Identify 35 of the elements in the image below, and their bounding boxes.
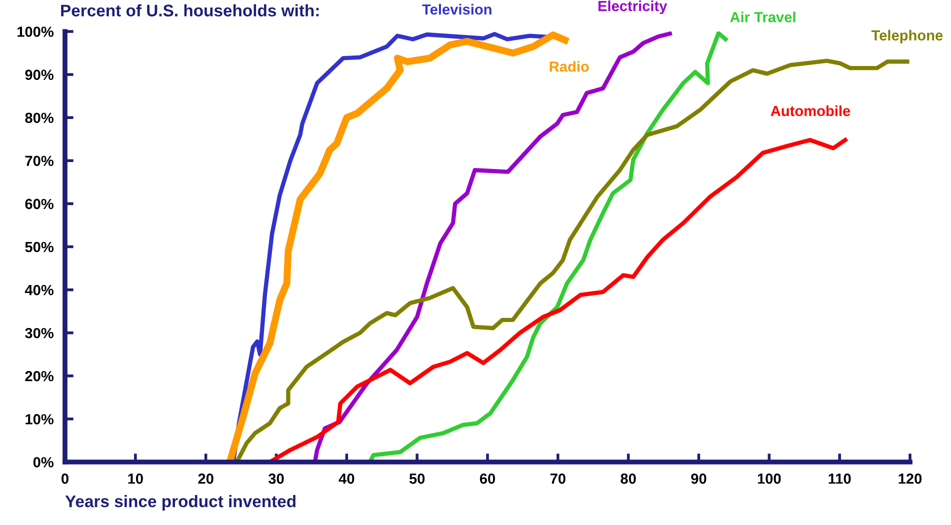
x-tick-label: 10 [128,473,143,484]
series-label: Television [422,4,492,15]
x-tick-label: 110 [828,473,851,484]
y-tick-label: 50% [25,242,54,252]
y-tick-label: 90% [25,70,54,80]
y-tick-label: 100% [18,26,54,37]
x-tick-label: 70 [550,473,566,484]
x-tick-label: 0 [62,473,68,484]
y-tick-label: 40% [24,284,54,296]
x-tick-label: 80 [620,473,636,484]
y-tick-label: 60% [25,198,54,210]
x-tick-label: 50 [409,473,425,484]
series-label: Radio [550,61,589,72]
x-tick-label: 100 [758,473,781,484]
x-tick-label: 90 [691,473,706,484]
line-series [368,32,728,462]
y-tick-label: 10% [26,414,54,424]
x-tick-label: 20 [198,473,214,484]
x-tick-label: 120 [898,473,922,484]
chart-title: Percent of U.S. households with: [61,4,319,16]
line-series [312,32,672,462]
series-label: Air Travel [730,12,796,22]
series-label: Electricity [598,0,668,14]
x-tick-label: 30 [268,473,284,484]
x-tick-label: 60 [480,473,496,484]
y-tick-label: 80% [25,112,54,124]
x-axis-title: Years since product invented [65,495,296,511]
y-tick-label: 30% [25,328,54,338]
series-label: Automobile [770,105,850,116]
x-tick-label: 40 [338,473,354,484]
series-label: Telephone [871,30,943,44]
line-series [234,58,910,462]
y-tick-label: 20% [25,371,54,382]
y-tick-label: 0% [33,457,54,468]
y-tick-label: 70% [25,156,54,166]
